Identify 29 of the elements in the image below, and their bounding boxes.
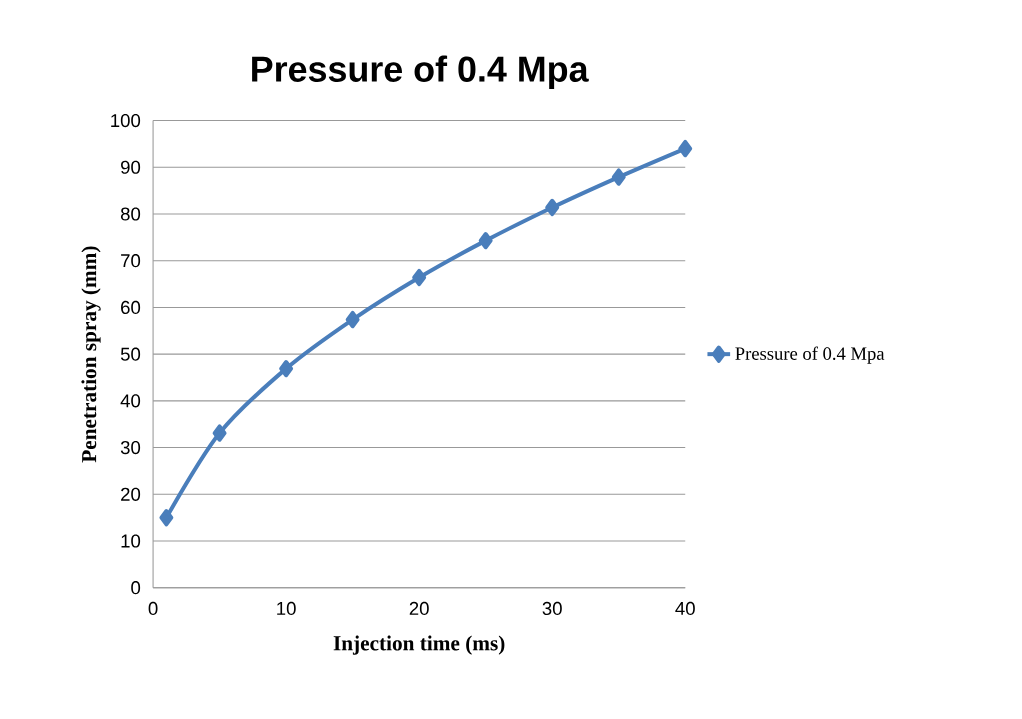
x-tick-label: 10	[277, 601, 296, 616]
y-tick-label: 90	[121, 160, 141, 174]
point	[478, 232, 493, 250]
y-tick-label: 40	[120, 394, 141, 408]
x-tick-label: 40	[675, 601, 695, 616]
point	[159, 509, 174, 527]
y-tick-label: 30	[120, 441, 141, 455]
y-tick-label: 50	[120, 347, 141, 361]
point	[545, 198, 560, 217]
x-axis-title: Injection time (ms)	[333, 635, 505, 655]
x-tick-label: 20	[409, 601, 429, 616]
point	[412, 268, 427, 287]
x-tick-label: 30	[542, 601, 562, 616]
y-tick-label: 20	[121, 487, 141, 501]
y-axis-title: Penetration spray (mm)	[81, 246, 101, 463]
y-tick-label: 60	[121, 300, 141, 315]
legend-label: Pressure of 0.4 Mpa	[735, 346, 885, 364]
point	[611, 168, 626, 186]
x-tick-label: 0	[148, 601, 158, 616]
chart-title: Pressure of 0.4 Mpa	[252, 55, 589, 90]
point	[279, 360, 294, 378]
point	[678, 140, 693, 158]
y-tick-label: 0	[131, 581, 141, 595]
point	[212, 424, 227, 442]
y-tick-label: 80	[120, 207, 141, 221]
point	[345, 310, 360, 329]
y-tick-label: 10	[121, 534, 141, 548]
y-tick-label: 70	[121, 254, 141, 268]
y-tick-label: 100	[111, 114, 141, 128]
